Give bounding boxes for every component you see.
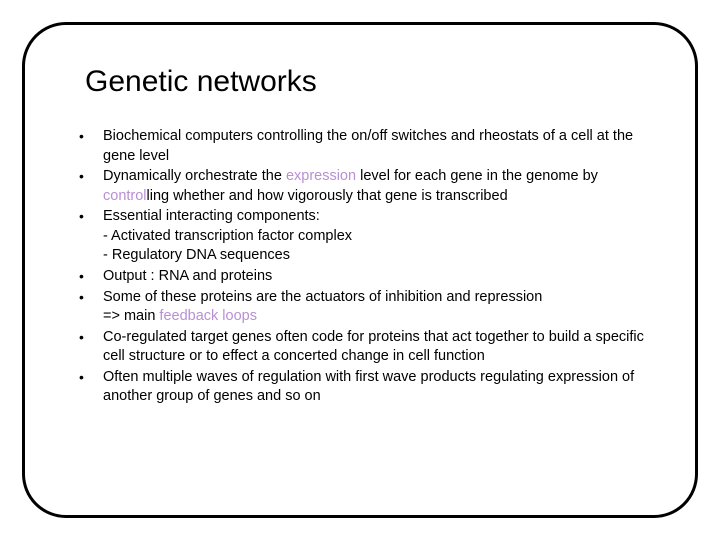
slide: Genetic networks Biochemical computers c… xyxy=(0,0,720,540)
body-text: Often multiple waves of regulation with … xyxy=(103,369,634,405)
bullet-list: Biochemical computers controlling the on… xyxy=(73,127,659,407)
body-text: ling whether and how vigorously that gen… xyxy=(147,188,508,204)
bullet-item: Essential interacting components: - Activ… xyxy=(73,207,659,266)
bullet-item: Often multiple waves of regulation with … xyxy=(73,368,659,407)
highlight-text: expression xyxy=(286,168,356,184)
slide-title: Genetic networks xyxy=(85,65,659,99)
highlight-text: control xyxy=(103,188,147,204)
slide-frame: Genetic networks Biochemical computers c… xyxy=(22,22,698,518)
body-text: Biochemical computers controlling the on… xyxy=(103,128,633,164)
body-text: Co-regulated target genes often code for… xyxy=(103,329,644,365)
bullet-subline: - Regulatory DNA sequences xyxy=(103,246,659,266)
highlight-text: feedback loops xyxy=(159,308,257,324)
body-text: Dynamically orchestrate the xyxy=(103,168,286,184)
bullet-item: Dynamically orchestrate the expression l… xyxy=(73,167,659,206)
bullet-item: Output : RNA and proteins xyxy=(73,267,659,287)
body-text: => main xyxy=(103,308,159,324)
bullet-subline: => main feedback loops xyxy=(103,307,659,327)
bullet-item: Some of these proteins are the actuators… xyxy=(73,288,659,327)
bullet-item: Co-regulated target genes often code for… xyxy=(73,328,659,367)
body-text: Some of these proteins are the actuators… xyxy=(103,289,542,305)
bullet-subline: - Activated transcription factor complex xyxy=(103,227,659,247)
body-text: level for each gene in the genome by xyxy=(356,168,598,184)
body-text: Essential interacting components: xyxy=(103,208,320,224)
body-text: Output : RNA and proteins xyxy=(103,268,272,284)
bullet-item: Biochemical computers controlling the on… xyxy=(73,127,659,166)
